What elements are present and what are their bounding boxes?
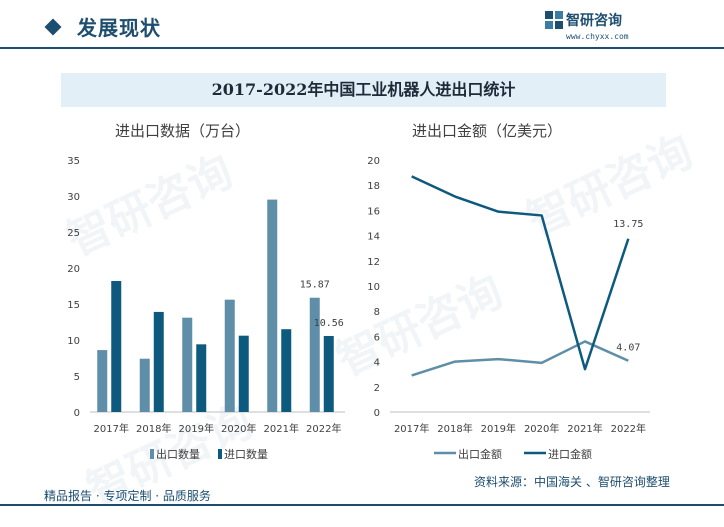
x-tick-label: 2019年 xyxy=(179,422,214,435)
main-title: 2017-2022年中国工业机器人进出口统计 xyxy=(211,80,516,99)
data-label: 13.75 xyxy=(613,219,643,230)
x-tick-label: 2022年 xyxy=(611,422,646,435)
import-line xyxy=(411,175,630,371)
footer-source: 资料来源：中国海关 、智研咨询整理 xyxy=(474,475,670,489)
y-tick-label: 30 xyxy=(67,192,80,203)
legend-swatch-export xyxy=(150,449,154,459)
x-tick-label: 2020年 xyxy=(524,422,559,435)
title-bar: 2017-2022年中国工业机器人进出口统计 xyxy=(61,73,666,107)
logo-icon xyxy=(545,11,563,29)
y-tick-label: 15 xyxy=(67,300,80,311)
logo-name: 智研咨询 xyxy=(566,13,622,29)
export-bar xyxy=(309,297,320,412)
import-bar xyxy=(281,329,292,412)
export-line xyxy=(411,340,629,377)
y-tick-label: 0 xyxy=(374,408,380,419)
x-tick-label: 2020年 xyxy=(221,422,256,435)
logo-url: www.chyxx.com xyxy=(566,32,629,41)
data-label: 10.56 xyxy=(314,318,344,329)
x-tick-label: 2017年 xyxy=(394,422,429,435)
legend-label: 进口金额 xyxy=(548,447,592,461)
y-tick-label: 4 xyxy=(374,358,380,369)
legend-label: 进口数量 xyxy=(224,448,268,461)
y-tick-label: 25 xyxy=(67,228,80,239)
y-tick-label: 10 xyxy=(367,282,380,293)
page-header: 发展现状 智研咨询 www.chyxx.com xyxy=(0,0,724,52)
footer-tagline: 精品报告 · 专项定制 · 品质服务 xyxy=(44,489,211,503)
legend-label: 出口金额 xyxy=(458,447,502,461)
y-tick-label: 12 xyxy=(367,257,380,268)
brand-logo: 智研咨询 www.chyxx.com xyxy=(540,8,690,44)
export-bar xyxy=(182,317,193,412)
import-bar xyxy=(196,344,207,412)
y-tick-label: 18 xyxy=(367,181,380,192)
y-tick-label: 6 xyxy=(374,332,380,343)
import-bar xyxy=(323,335,334,412)
y-tick-label: 8 xyxy=(374,307,380,318)
x-tick-label: 2019年 xyxy=(481,422,516,435)
x-tick-label: 2021年 xyxy=(567,422,602,435)
y-tick-label: 0 xyxy=(74,408,80,419)
data-label: 15.87 xyxy=(300,280,330,291)
data-label: 4.07 xyxy=(616,343,640,354)
chart-right-title: 进出口金额（亿美元） xyxy=(412,122,563,140)
x-tick-label: 2022年 xyxy=(306,422,341,435)
export-bar xyxy=(97,350,108,412)
footer-divider xyxy=(0,504,724,506)
y-tick-label: 16 xyxy=(367,206,380,217)
x-tick-label: 2018年 xyxy=(437,422,472,435)
y-tick-label: 10 xyxy=(67,336,80,347)
chart-left-title: 进出口数据（万台） xyxy=(115,122,251,140)
y-tick-label: 20 xyxy=(367,156,380,167)
x-tick-label: 2018年 xyxy=(136,422,171,435)
legend-swatch-import xyxy=(218,449,222,459)
y-tick-label: 20 xyxy=(67,264,80,275)
header-divider xyxy=(0,47,724,49)
x-tick-label: 2021年 xyxy=(264,422,299,435)
y-tick-label: 2 xyxy=(374,383,380,394)
legend-label: 出口数量 xyxy=(156,447,200,461)
export-bar xyxy=(267,199,278,412)
export-bar xyxy=(224,299,235,412)
import-bar xyxy=(153,311,164,412)
export-bar xyxy=(139,358,150,412)
section-title: 发展现状 xyxy=(77,16,161,40)
y-tick-label: 5 xyxy=(74,372,80,383)
import-bar xyxy=(111,280,122,412)
y-tick-label: 35 xyxy=(67,156,80,167)
import-bar xyxy=(238,335,249,412)
y-tick-label: 14 xyxy=(367,232,380,243)
x-tick-label: 2017年 xyxy=(94,422,129,435)
